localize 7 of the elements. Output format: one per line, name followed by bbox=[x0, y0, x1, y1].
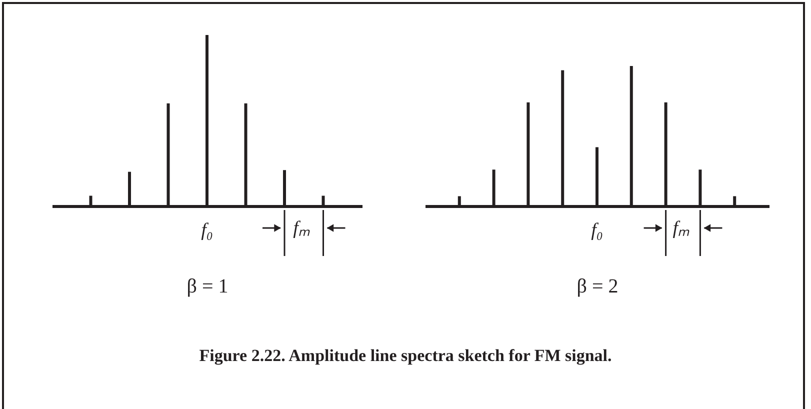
x-axis-title: β = 2 bbox=[576, 276, 618, 298]
text: fₘ bbox=[672, 218, 690, 239]
text: f₀ bbox=[201, 220, 213, 241]
caption: Figure 2.22. Amplitude line spectra sketch for FM signal. bbox=[198, 346, 613, 366]
x-axis-title: β = 1 bbox=[186, 276, 228, 298]
text: fₘ bbox=[293, 218, 310, 239]
text: f₀ bbox=[591, 220, 603, 241]
